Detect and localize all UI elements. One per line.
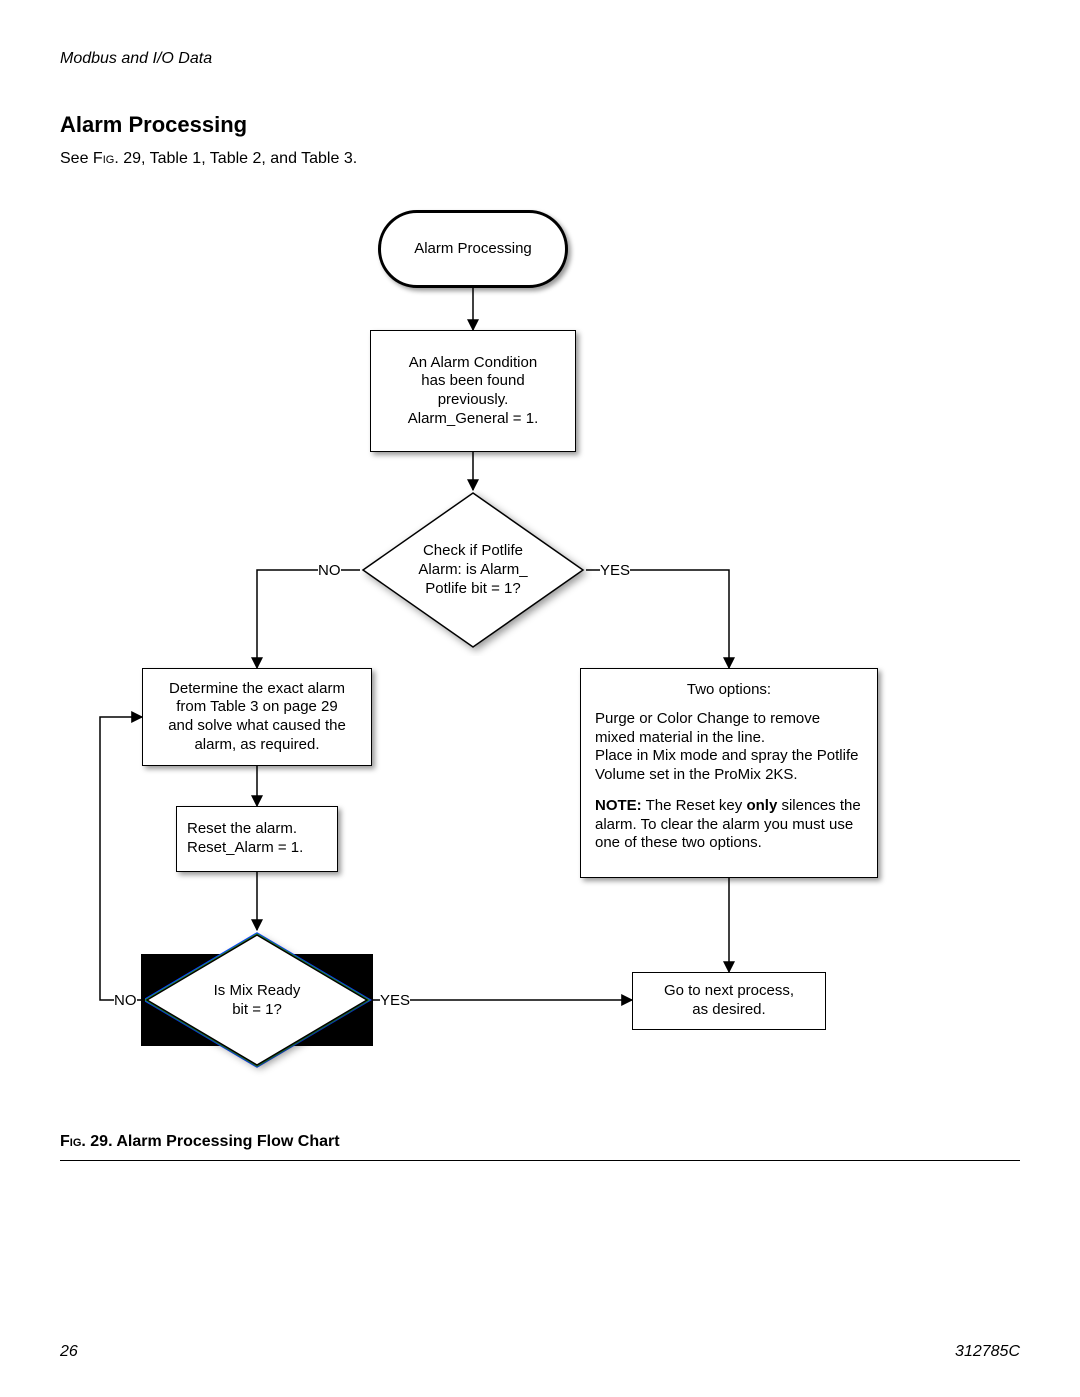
node-start-terminator: Alarm Processing: [378, 210, 568, 288]
node-decision-mix-ready: Is Mix Ready bit = 1?: [145, 930, 369, 1070]
note-mid: The Reset key: [642, 797, 747, 814]
caption-fig-smallcaps: Fig: [60, 1133, 81, 1150]
edge-label-no-1: NO: [318, 562, 341, 579]
edge-label-yes-2: YES: [380, 992, 410, 1009]
node-two-options: Two options: Purge or Color Change to re…: [580, 668, 878, 878]
caption-rule: [60, 1160, 1020, 1161]
page-footer: 26 312785C: [60, 1343, 1020, 1361]
doc-id: 312785C: [955, 1343, 1020, 1361]
note-label: NOTE:: [595, 797, 642, 814]
two-options-body: Purge or Color Change to remove mixed ma…: [595, 710, 863, 785]
document-page: Modbus and I/O Data Alarm Processing See…: [0, 0, 1080, 1397]
node-go-next: Go to next process, as desired.: [632, 972, 826, 1030]
intro-rest: . 29, Table 1, Table 2, and Table 3.: [114, 150, 357, 167]
intro-fig-smallcaps: Fig: [93, 150, 114, 167]
node-determine-alarm: Determine the exact alarm from Table 3 o…: [142, 668, 372, 766]
node-alarm-found-text: An Alarm Condition has been found previo…: [408, 354, 538, 429]
section-title: Alarm Processing: [60, 112, 1020, 138]
node-decision-potlife-text: Check if Potlife Alarm: is Alarm_ Potlif…: [360, 542, 586, 598]
intro-prefix: See: [60, 150, 93, 167]
edge-label-yes-1: YES: [600, 562, 630, 579]
node-determine-alarm-text: Determine the exact alarm from Table 3 o…: [168, 680, 346, 755]
node-start-text: Alarm Processing: [414, 240, 532, 259]
flowchart-canvas: Alarm Processing An Alarm Condition has …: [60, 190, 1020, 1140]
two-options-note: NOTE: The Reset key only silences the al…: [595, 797, 863, 853]
node-reset-alarm-text: Reset the alarm. Reset_Alarm = 1.: [187, 820, 303, 858]
node-reset-alarm: Reset the alarm. Reset_Alarm = 1.: [176, 806, 338, 872]
page-number: 26: [60, 1343, 78, 1361]
node-decision-mix-ready-text: Is Mix Ready bit = 1?: [145, 982, 369, 1020]
caption-rest: . 29. Alarm Processing Flow Chart: [81, 1133, 339, 1150]
two-options-heading: Two options:: [595, 681, 863, 700]
node-decision-potlife: Check if Potlife Alarm: is Alarm_ Potlif…: [360, 490, 586, 650]
note-only: only: [746, 797, 777, 814]
node-go-next-text: Go to next process, as desired.: [664, 982, 794, 1020]
intro-text: See Fig. 29, Table 1, Table 2, and Table…: [60, 150, 1020, 168]
running-header: Modbus and I/O Data: [60, 50, 1020, 68]
figure-caption: Fig. 29. Alarm Processing Flow Chart: [60, 1133, 340, 1151]
node-alarm-found: An Alarm Condition has been found previo…: [370, 330, 576, 452]
edge-label-no-2: NO: [114, 992, 137, 1009]
